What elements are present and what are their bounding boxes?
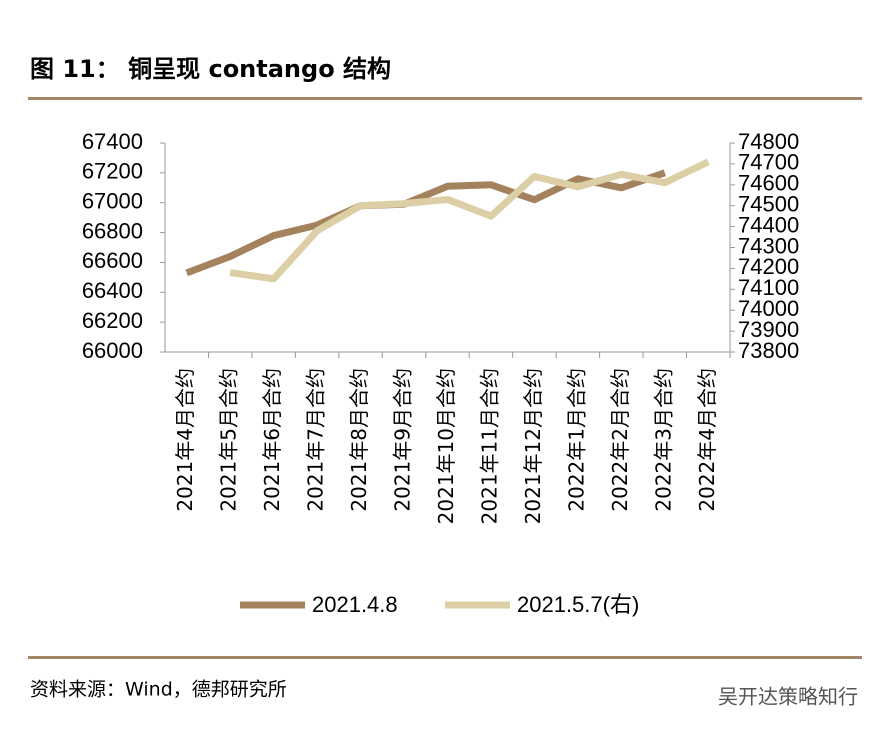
y-tick-label: 67200 xyxy=(82,159,143,184)
x-tick-label: 2021年6月合约 xyxy=(260,368,284,512)
watermark: 吴开达策略知行 xyxy=(718,685,858,709)
x-tick-label: 2022年2月合约 xyxy=(608,368,632,512)
x-tick-label: 2021年10月合约 xyxy=(434,368,458,524)
title-rule xyxy=(28,97,862,100)
x-tick-label: 2021年12月合约 xyxy=(521,368,545,524)
y-tick-label: 66800 xyxy=(82,218,143,243)
legend-label: 2021.4.8 xyxy=(312,592,398,617)
y-tick-label: 66400 xyxy=(82,278,143,303)
chart-title: 图 11： 铜呈现 contango 结构 xyxy=(30,55,391,83)
y2-tick-label: 74500 xyxy=(738,192,799,217)
series-line xyxy=(185,169,666,277)
x-tick-label: 2021年8月合约 xyxy=(347,368,371,512)
y2-tick-label: 73900 xyxy=(738,317,799,342)
x-tick-label: 2021年7月合约 xyxy=(304,368,328,512)
legend-label: 2021.5.7(右) xyxy=(517,592,639,617)
y2-tick-label: 74000 xyxy=(738,296,799,321)
x-tick-label: 2021年5月合约 xyxy=(217,368,241,512)
x-tick-label: 2022年4月合约 xyxy=(695,368,719,512)
y2-tick-label: 74800 xyxy=(738,129,799,154)
y2-tick-label: 74700 xyxy=(738,150,799,175)
y2-tick-label: 73800 xyxy=(738,338,799,363)
y2-tick-label: 74200 xyxy=(738,254,799,279)
y-tick-label: 66200 xyxy=(82,308,143,333)
source-rule xyxy=(28,656,862,659)
y2-tick-label: 74600 xyxy=(738,171,799,196)
x-tick-label: 2021年4月合约 xyxy=(173,368,197,512)
series-line xyxy=(229,158,710,283)
x-tick-label: 2022年1月合约 xyxy=(564,368,588,512)
y-tick-label: 67000 xyxy=(82,189,143,214)
y-tick-label: 67400 xyxy=(82,129,143,154)
y-tick-label: 66600 xyxy=(82,248,143,273)
x-tick-label: 2022年3月合约 xyxy=(651,368,675,512)
x-tick-label: 2021年11月合约 xyxy=(477,368,501,524)
x-tick-label: 2021年9月合约 xyxy=(391,368,415,512)
y2-tick-label: 74300 xyxy=(738,233,799,258)
y-tick-label: 66000 xyxy=(82,338,143,363)
source: 资料来源：Wind，德邦研究所 xyxy=(30,679,287,701)
y2-tick-label: 74400 xyxy=(738,212,799,237)
y2-tick-label: 74100 xyxy=(738,275,799,300)
